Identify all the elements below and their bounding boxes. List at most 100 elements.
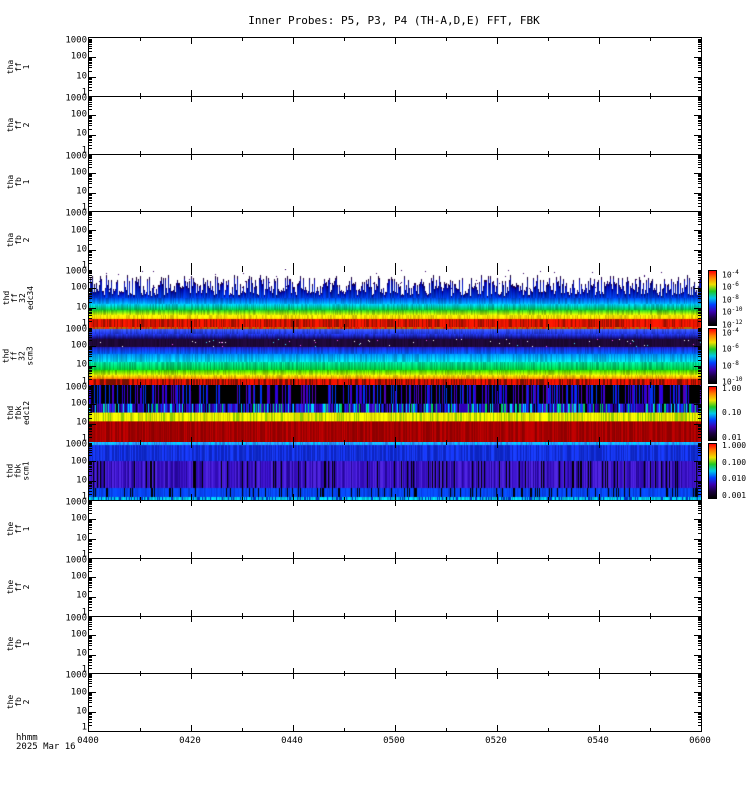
y-tick-label: 10	[76, 706, 87, 717]
y-tick-label: 1000	[65, 670, 87, 681]
panel-the-fb-2: 1000 100 10 1 the fb 2	[6, 671, 701, 732]
colorbar-thd-ff-32-edc34	[708, 270, 717, 326]
y-tick-label: 1	[81, 606, 87, 617]
panel-label-tha-ff-1: tha ff 1	[1, 38, 37, 96]
colorbar-thd-fbk-scm1	[708, 443, 717, 499]
y-tick-label: 1000	[65, 35, 87, 46]
axis-ticks	[89, 153, 701, 212]
axis-ticks	[89, 615, 701, 674]
panel-thd-ff-32-scm3: 1000 100 10 1 thd ff 32 scm3	[2, 325, 701, 385]
axis-ticks	[89, 500, 701, 558]
panel-thd-ff-32-edc34: 1000 100 10 1 thd ff 32 edc34	[2, 267, 701, 328]
y-tick-label: 1000	[65, 324, 87, 335]
panel-label-line: 1	[21, 526, 31, 532]
panel-tha-fb-1: 1000 100 10 1 tha fb 1	[6, 152, 701, 212]
panel-tha-ff-1: 1000 100 10 1 tha ff 1	[6, 36, 701, 97]
y-tick-label: 10	[76, 533, 87, 543]
axis-ticks	[89, 95, 701, 154]
axis-ticks	[89, 442, 701, 500]
panel-label-tha-ff-2: tha ff 2	[1, 96, 37, 154]
panel-label-line: 2	[21, 237, 31, 243]
y-tick-label: 1000	[65, 439, 87, 450]
colorbar-tick-label: 0.001	[722, 490, 747, 500]
y-tick-label: 100	[70, 340, 87, 351]
axis-ticks	[89, 673, 701, 731]
panel-label-the-fb-1: the fb 1	[1, 616, 37, 674]
x-tick-label: 0400	[77, 736, 99, 746]
x-tick-label: 0420	[179, 736, 201, 746]
colorbar-tick-label: 10-4	[722, 269, 739, 280]
x-tick-label: 0540	[587, 736, 609, 746]
panel-thd-fbk-edc12: 1000 100 10 1 thd fbk edc12	[6, 383, 701, 443]
panel-thd-fbk-scm1: 1000 100 10 1 thd fbk scm1	[6, 440, 701, 501]
spectrogram-canvas-thd-fbk-scm1	[89, 442, 701, 500]
spectrogram-canvas-thd-fbk-edc12	[89, 384, 701, 443]
y-tick-label: 1	[81, 318, 87, 329]
colorbar-tick-label: 0.01	[722, 433, 742, 443]
colorbar-tick-label: 0.10	[722, 408, 742, 418]
y-tick-label: 10	[76, 186, 87, 197]
y-tick-label: 1	[81, 144, 87, 155]
y-tick-label: 1000	[65, 266, 87, 277]
panel-tha-fb-2: 1000 100 10 1 tha fb 2	[6, 209, 701, 270]
y-tick-label: 1	[81, 202, 87, 213]
panel-the-ff-2: 1000 100 10 1 the ff 2	[6, 556, 701, 616]
y-tick-label: 100	[70, 282, 87, 293]
panel-label-the-ff-2: the ff 2	[1, 558, 37, 616]
spectrogram-canvas-thd-ff-32-edc34	[89, 269, 701, 327]
y-tick-label: 10	[76, 359, 87, 370]
y-tick-label: 100	[70, 109, 87, 120]
x-tick-label: 0520	[485, 736, 507, 746]
panel-label-line: edc34	[26, 285, 35, 310]
y-tick-label: 100	[70, 225, 87, 235]
y-tick-label: 1000	[65, 497, 87, 508]
colorbar-tick-label: 1.000	[722, 441, 747, 451]
y-tick-label: 100	[70, 629, 87, 640]
y-tick-label: 1	[81, 87, 87, 98]
y-tick-label: 100	[70, 513, 87, 524]
colorbar-tick-label: 10-10	[722, 306, 743, 317]
panel-label-line: 1	[21, 64, 31, 70]
panel-label-tha-fb-1: tha fb 1	[1, 154, 37, 212]
y-tick-label: 10	[76, 244, 87, 255]
y-tick-label: 100	[70, 571, 87, 582]
spectrogram-canvas-thd-ff-32-scm3	[89, 326, 701, 385]
y-tick-label: 100	[70, 398, 87, 409]
panel-label-line: 2	[21, 584, 31, 590]
panel-tha-ff-2: 1000 100 10 1 tha ff 2	[6, 94, 701, 154]
panel-label-the-ff-1: the ff 1	[1, 500, 37, 558]
axis-ticks	[89, 269, 701, 327]
y-tick-label: 10	[76, 302, 87, 312]
colorbar-tick-label: 1.00	[722, 383, 742, 393]
panel-label-line: 2	[21, 122, 31, 128]
colorbar-tick-label: 0.010	[722, 474, 747, 484]
y-tick-label: 1	[81, 375, 87, 386]
panel-label-line: edc12	[22, 401, 31, 426]
panel-label-line: 2	[21, 699, 31, 705]
colorbar-tick-label: 10-6	[722, 343, 739, 354]
page-title: Inner Probes: P5, P3, P4 (TH-A,D,E) FFT,…	[248, 14, 540, 27]
axis-ticks	[89, 326, 701, 385]
y-tick-label: 1	[81, 260, 87, 271]
panel-label-line: scm3	[25, 345, 35, 366]
y-tick-label: 1	[81, 549, 87, 560]
panel-label-thd-fbk-edc12: thd fbk edc12	[1, 385, 37, 443]
y-tick-label: 1	[81, 433, 87, 444]
plot-frame: 1000 100 10 1 tha ff 1 1000 100 10 1 tha ff 2 1000 100 1…	[2, 36, 746, 732]
y-tick-label: 1000	[65, 613, 87, 624]
y-tick-label: 10	[76, 417, 87, 428]
colorbar-tick-label: 10-6	[722, 281, 739, 293]
y-tick-label: 1000	[65, 382, 87, 393]
x-tick-label: 0600	[689, 736, 711, 746]
y-tick-label: 100	[70, 687, 87, 697]
y-tick-label: 1000	[65, 151, 87, 162]
x-tick-label: 0500	[383, 736, 405, 746]
panel-label-line: scm1	[21, 461, 31, 481]
footer-date: 2025 Mar 16	[16, 742, 76, 752]
y-tick-label: 1	[81, 491, 87, 502]
y-tick-label: 10	[76, 128, 87, 139]
panel-label-thd-ff-32-scm3: thd ff 32 scm3	[1, 327, 37, 385]
axis-ticks	[89, 557, 701, 616]
footer: hhmm 2025 Mar 16	[16, 734, 76, 752]
